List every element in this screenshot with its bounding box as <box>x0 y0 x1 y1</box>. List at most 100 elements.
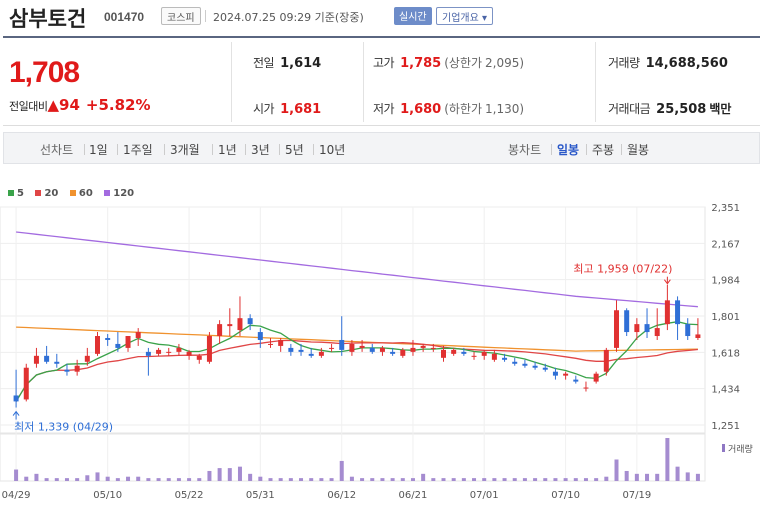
price-summary: 1,708 전일대비▲94 +5.82% 전일 1,614 시가 1,681 고가 1,… <box>3 36 760 126</box>
candle-body <box>308 353 314 356</box>
ma-legend-item: 60 <box>69 188 93 199</box>
volume-bar <box>472 478 477 481</box>
candle-body <box>491 353 497 360</box>
volume-bar <box>482 478 487 481</box>
volume-bar <box>655 473 660 481</box>
timestamp: 2024.07.25 09:29 기준(장중) <box>213 11 364 24</box>
volume-bar <box>319 478 324 481</box>
volume-bar <box>410 478 415 481</box>
candle-body <box>624 310 630 333</box>
volume-bar <box>349 476 354 481</box>
candle-body <box>227 324 233 327</box>
volume-bar <box>187 478 192 481</box>
candle-body <box>410 347 416 352</box>
candle-body <box>84 355 90 362</box>
period-1w[interactable]: 1주일 <box>123 143 153 157</box>
summary-divider <box>231 42 232 122</box>
chart-grid <box>0 206 706 482</box>
volume-bar <box>64 478 69 481</box>
volume-bar <box>34 473 39 481</box>
volume-bar <box>380 478 385 481</box>
price-change-row: 전일대비▲94 +5.82% <box>9 96 151 114</box>
y-tick-label: 1,801 <box>711 312 740 323</box>
candle-body <box>206 336 212 362</box>
volume-bar <box>268 478 273 481</box>
volume-bar <box>512 478 517 481</box>
candle-body <box>603 349 609 372</box>
volume-bar <box>360 478 365 481</box>
period-weekly-candle[interactable]: 주봉 <box>592 143 615 157</box>
candle-body <box>105 337 111 340</box>
stock-header: 삼부토건 001470 코스피 2024.07.25 09:29 기준(장중) … <box>0 0 760 34</box>
period-daily-candle[interactable]: 일봉 <box>557 143 580 157</box>
volume-bar <box>24 476 29 481</box>
change-percent: +5.82% <box>85 96 151 114</box>
volume-bar <box>115 478 120 481</box>
volume-legend-label: 거래량 <box>728 443 753 455</box>
candle-body <box>593 373 599 382</box>
volume-bar <box>197 478 202 481</box>
period-divider <box>586 144 587 155</box>
high-price: 고가 1,785 (상한가 2,095) <box>373 56 525 71</box>
period-monthly-candle[interactable]: 월봉 <box>627 143 650 157</box>
ma5-line <box>15 321 698 402</box>
candle-body <box>664 300 670 325</box>
candle-body <box>552 371 558 376</box>
volume-bar <box>75 478 80 481</box>
volume-bar <box>675 466 680 481</box>
candle-body <box>359 345 365 348</box>
period-divider <box>279 144 280 155</box>
realtime-button[interactable]: 실시간 <box>394 7 432 25</box>
candle-body <box>329 347 335 349</box>
period-divider <box>212 144 213 155</box>
price-panel-frame <box>0 206 706 434</box>
candle-body <box>451 349 457 354</box>
candle-body <box>614 310 619 348</box>
volume-bar <box>614 459 619 481</box>
current-price: 1,708 <box>9 56 80 89</box>
volume-bar <box>126 476 131 481</box>
volume-bar <box>136 476 141 481</box>
candle-body <box>379 347 385 352</box>
volume-bar <box>645 473 650 481</box>
candle-chart-label: 봉차트 <box>508 143 542 157</box>
volume-bar <box>176 478 181 481</box>
up-arrow-icon: ▲ <box>47 96 60 114</box>
candle-body <box>481 351 487 356</box>
y-tick-label: 1,618 <box>711 348 740 359</box>
y-tick-label: 1,434 <box>711 385 740 396</box>
period-1y[interactable]: 1년 <box>218 143 237 157</box>
candle-body <box>298 349 304 352</box>
turnover: 거래대금 25,508 백만 <box>608 102 732 117</box>
candle-body <box>675 300 681 325</box>
volume-bar <box>156 478 161 481</box>
volume-bar <box>309 478 314 481</box>
volume-bar <box>390 478 395 481</box>
x-tick-label: 07/10 <box>551 490 580 501</box>
period-1d[interactable]: 1일 <box>89 143 108 157</box>
candle-body <box>532 365 538 368</box>
candle-body <box>33 355 39 364</box>
volume-bar <box>54 478 59 481</box>
volume-bar <box>522 478 527 481</box>
candle-body <box>125 336 131 348</box>
period-3y[interactable]: 3년 <box>251 143 270 157</box>
stock-code: 001470 <box>104 10 145 24</box>
period-divider <box>313 144 314 155</box>
chart-annotations: 최고 1,959 (07/22) 최저 1,339 (04/29) <box>12 263 672 434</box>
period-5y[interactable]: 5년 <box>285 143 304 157</box>
ma20-line <box>15 339 698 402</box>
candle-body <box>339 339 345 350</box>
volume-bar <box>14 469 19 481</box>
period-3m[interactable]: 3개월 <box>170 143 200 157</box>
ma60-line <box>16 326 698 352</box>
candle-body <box>461 351 467 354</box>
candle-body <box>54 361 60 364</box>
ma20-swatch <box>35 190 42 196</box>
candle-body <box>217 324 223 337</box>
candle-body <box>278 339 284 346</box>
x-tick-label: 06/12 <box>327 490 356 501</box>
ma-legend: 5 20 60 120 <box>8 188 142 199</box>
company-info-dropdown[interactable]: 기업개요 ▾ <box>436 7 493 25</box>
period-10y[interactable]: 10년 <box>319 143 346 157</box>
